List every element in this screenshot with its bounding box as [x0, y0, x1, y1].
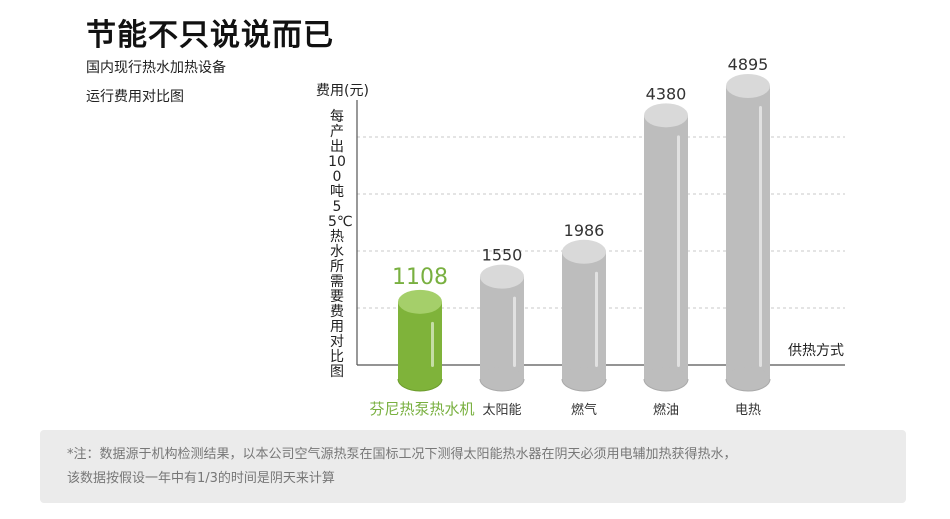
- value-label-2: 1550: [482, 246, 523, 265]
- subtitle-line-2: 运行费用对比图: [86, 89, 184, 105]
- value-label-5: 4895: [728, 55, 769, 74]
- page-headline: 节能不只说说而已: [86, 18, 334, 53]
- bar-4: [643, 103, 689, 392]
- bar-body: [480, 276, 524, 379]
- bar-1: [397, 289, 443, 392]
- bar-bottom-edge: [561, 378, 607, 392]
- value-label-4: 4380: [646, 84, 687, 103]
- bar-top: [726, 73, 770, 98]
- bar-bottom: [644, 367, 688, 391]
- bar-bottom-edge: [643, 378, 689, 392]
- bar-bottom: [398, 367, 442, 391]
- footnote-line-2: 该数据按假设一年中有1/3的时间是阴天来计算: [67, 471, 335, 486]
- footnote-box: *注：数据源于机构检测结果，以本公司空气源热泵在国标工况下测得太阳能热水器在阴天…: [40, 430, 906, 503]
- bar-body: [398, 301, 442, 379]
- bar-bottom: [726, 367, 770, 391]
- y-axis-description: 每产出100吨55℃热水所需要费用对比图: [328, 109, 353, 380]
- value-label-3: 1986: [564, 221, 605, 240]
- bar-shine: [431, 321, 434, 367]
- bar-top: [398, 289, 442, 314]
- bar-2: [479, 264, 525, 392]
- bar-body: [726, 85, 770, 380]
- y-axis-label: 费用(元): [316, 83, 369, 99]
- category-label-3: 燃气: [571, 402, 597, 418]
- bar-top: [562, 239, 606, 264]
- category-label-2: 太阳能: [482, 403, 521, 418]
- bar-shine: [759, 105, 762, 368]
- bar-5: [725, 73, 771, 392]
- bar-body: [562, 251, 606, 379]
- bar-shine: [677, 135, 680, 367]
- bar-top: [480, 264, 524, 289]
- subtitle-line-1: 国内现行热水加热设备: [86, 60, 226, 76]
- bar-shine: [513, 296, 516, 367]
- bar-bottom-edge: [397, 378, 443, 392]
- bar-shine: [595, 271, 598, 367]
- bar-bottom: [562, 367, 606, 391]
- bar-bottom-edge: [479, 378, 525, 392]
- x-axis-label: 供热方式: [788, 343, 844, 359]
- bar-body: [644, 115, 688, 379]
- footnote-line-1: *注：数据源于机构检测结果，以本公司空气源热泵在国标工况下测得太阳能热水器在阴天…: [67, 447, 737, 462]
- value-label-1: 1108: [392, 265, 448, 290]
- bar-top: [644, 103, 688, 128]
- bar-bottom-edge: [725, 378, 771, 392]
- bar-3: [561, 239, 607, 392]
- category-label-5: 电热: [735, 403, 761, 418]
- category-label-1: 芬尼热泵热水机: [369, 400, 474, 418]
- bar-bottom: [480, 367, 524, 391]
- category-label-4: 燃油: [653, 402, 679, 418]
